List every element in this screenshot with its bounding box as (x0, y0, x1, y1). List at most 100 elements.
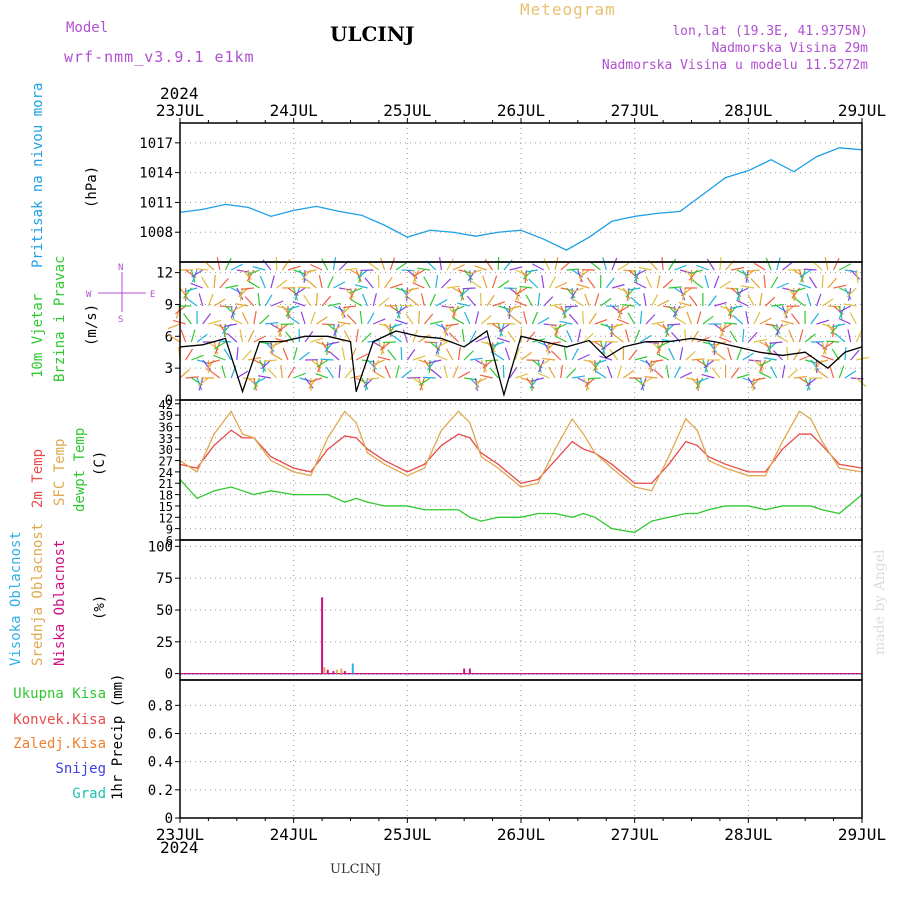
wind-vector (576, 283, 590, 289)
wind-vector (394, 319, 408, 325)
precip-legend-conv: Konvek.Kisa (13, 712, 106, 728)
wind-vector (584, 293, 590, 307)
precip-legend-total: Ukupna Kisa (13, 686, 106, 702)
wind-vector (213, 323, 227, 330)
wind-vector (746, 269, 760, 272)
ytick-label: 3 (165, 361, 173, 377)
xtick-label-bottom: 28JUL (724, 825, 772, 844)
wind-vector (440, 323, 449, 336)
data-point (202, 344, 204, 346)
data-point (452, 231, 454, 233)
data-point (270, 459, 272, 462)
wind-vector (549, 303, 563, 307)
wind-vector (586, 277, 596, 289)
data-point (759, 351, 761, 353)
wind-vector (223, 348, 232, 361)
wind-vector (612, 333, 624, 343)
wind-vector (736, 299, 749, 307)
wind-vector (759, 359, 772, 367)
cloud-bar (335, 669, 338, 674)
data-point (554, 512, 556, 515)
wind-vector (359, 311, 363, 325)
data-point (798, 410, 801, 412)
wind-vector (363, 377, 374, 388)
wind-vector (786, 347, 789, 361)
data-point (355, 497, 357, 499)
wind-vector (741, 285, 755, 289)
wind-vector (179, 368, 191, 379)
wind-vector (230, 305, 235, 319)
wind-vector (270, 300, 284, 307)
data-point (327, 335, 329, 337)
wind-vector (350, 298, 363, 307)
wind-vector (847, 329, 852, 343)
wind-vector (317, 359, 323, 373)
data-point (634, 531, 636, 534)
wind-vector (355, 329, 359, 343)
data-point (241, 433, 244, 435)
wind-vector (543, 296, 554, 307)
wind-vector (373, 370, 385, 379)
data-point (725, 505, 727, 507)
wind-vector (253, 311, 257, 325)
wind-vector (638, 266, 652, 271)
ytick-label: 0.4 (148, 755, 173, 771)
cloud-bar (321, 597, 324, 674)
wind-vector (672, 305, 681, 318)
wind-vector (293, 347, 298, 361)
wind-vector (531, 263, 545, 271)
data-point (230, 429, 232, 431)
wind-vector (303, 269, 317, 274)
wind-vector (350, 269, 363, 278)
data-point (520, 516, 522, 518)
wind-vector (548, 366, 556, 379)
data-point (293, 471, 295, 473)
wind-vector (195, 268, 209, 271)
data-point (440, 429, 443, 431)
wind-vector (400, 304, 414, 307)
wind-vector (338, 364, 341, 379)
ytick-label: 21 (159, 477, 173, 491)
wind-vector (588, 312, 597, 325)
data-point (565, 249, 568, 251)
wind-vector (230, 305, 243, 313)
wind-vector (310, 263, 323, 271)
wind-vector (673, 366, 681, 379)
wind-vector (781, 305, 788, 319)
wind-vector (708, 295, 717, 307)
wind-vector (372, 293, 377, 307)
wind-vector (656, 341, 661, 355)
wind-vector (838, 365, 845, 379)
wind-vector (257, 293, 261, 307)
wind-vector (214, 341, 221, 355)
wind-vector (310, 311, 316, 325)
wind-vector (186, 297, 198, 307)
wind-vector (253, 359, 266, 367)
wind-vector (566, 268, 580, 271)
wind-vector (696, 264, 709, 271)
wind-vector (338, 305, 346, 318)
wind-vector (577, 329, 582, 343)
wind-vector (288, 315, 300, 325)
wind-vector (665, 365, 670, 379)
wind-vector (441, 278, 452, 289)
xtick-label-top: 23JUL (156, 101, 204, 120)
wind-vector (690, 269, 704, 275)
wind-vector (839, 287, 852, 295)
ytick-label: 1017 (139, 136, 173, 152)
wind-vector (294, 287, 300, 301)
wind-vector (810, 313, 819, 325)
data-point (395, 330, 397, 332)
wind-vector (822, 323, 835, 330)
wind-vector (725, 305, 733, 318)
wind-vector (822, 341, 834, 350)
wind-vector (522, 311, 528, 325)
wind-vector (692, 279, 704, 289)
wind-vector (788, 329, 795, 343)
wind-vector (332, 323, 337, 337)
cloud-bar (463, 668, 466, 674)
wind-vector (390, 283, 403, 289)
data-point (406, 505, 408, 507)
ytick-label: 9 (166, 523, 173, 537)
ytick-label: 6 (166, 534, 173, 548)
